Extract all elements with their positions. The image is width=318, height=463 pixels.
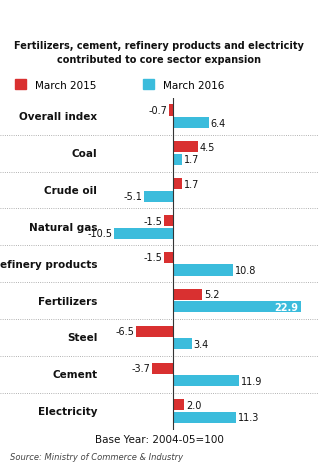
Text: Base Year: 2004-05=100: Base Year: 2004-05=100 bbox=[94, 434, 224, 444]
Bar bbox=[173, 155, 182, 166]
Text: 11.9: 11.9 bbox=[241, 376, 263, 386]
Text: 5.2: 5.2 bbox=[204, 290, 219, 300]
Text: -10.5: -10.5 bbox=[87, 229, 112, 238]
Text: -3.7: -3.7 bbox=[131, 363, 150, 373]
Text: Fertilizers, cement, refinery products and electricity
contributed to core secto: Fertilizers, cement, refinery products a… bbox=[14, 41, 304, 64]
Bar bbox=[173, 400, 184, 411]
Text: 22.9: 22.9 bbox=[274, 302, 299, 312]
Text: Coal: Coal bbox=[72, 149, 97, 159]
Text: 6.4: 6.4 bbox=[211, 118, 226, 128]
Bar bbox=[169, 105, 173, 116]
Text: Source: Ministry of Commerce & Industry: Source: Ministry of Commerce & Industry bbox=[10, 452, 183, 462]
Bar bbox=[173, 412, 236, 423]
Text: Steel: Steel bbox=[67, 333, 97, 343]
Text: -1.5: -1.5 bbox=[143, 216, 162, 226]
Text: Crude oil: Crude oil bbox=[44, 186, 97, 195]
Bar bbox=[136, 326, 173, 337]
Bar bbox=[173, 289, 202, 300]
Text: -5.1: -5.1 bbox=[123, 192, 142, 202]
Text: -6.5: -6.5 bbox=[116, 326, 135, 337]
Text: 11.3: 11.3 bbox=[238, 413, 259, 423]
Text: Cement: Cement bbox=[52, 369, 97, 380]
Bar bbox=[173, 338, 192, 350]
Text: -1.5: -1.5 bbox=[143, 253, 162, 263]
Bar bbox=[164, 216, 173, 226]
Bar bbox=[173, 302, 301, 313]
Text: 3.4: 3.4 bbox=[194, 339, 209, 349]
Text: 1.7: 1.7 bbox=[184, 155, 200, 165]
Bar bbox=[152, 363, 173, 374]
Text: Refinery products: Refinery products bbox=[0, 259, 97, 269]
Text: Fertilizers: Fertilizers bbox=[38, 296, 97, 306]
Bar bbox=[173, 375, 239, 386]
Text: Natural gas: Natural gas bbox=[29, 222, 97, 232]
Bar bbox=[144, 191, 173, 202]
Bar bbox=[173, 142, 198, 153]
Text: CORE SECTOR GROWTH (in %): CORE SECTOR GROWTH (in %) bbox=[41, 10, 277, 25]
Bar bbox=[164, 252, 173, 263]
Text: 4.5: 4.5 bbox=[200, 143, 215, 152]
Text: Electricity: Electricity bbox=[38, 407, 97, 416]
Legend: March 2015, March 2016: March 2015, March 2016 bbox=[15, 80, 224, 90]
Bar bbox=[173, 265, 233, 276]
Text: Overall index: Overall index bbox=[19, 112, 97, 122]
Bar bbox=[114, 228, 173, 239]
Text: 10.8: 10.8 bbox=[235, 265, 256, 275]
Text: 2.0: 2.0 bbox=[186, 400, 201, 410]
Bar bbox=[173, 118, 209, 129]
Bar bbox=[173, 179, 182, 190]
Text: 1.7: 1.7 bbox=[184, 179, 200, 189]
Text: -0.7: -0.7 bbox=[148, 106, 167, 116]
